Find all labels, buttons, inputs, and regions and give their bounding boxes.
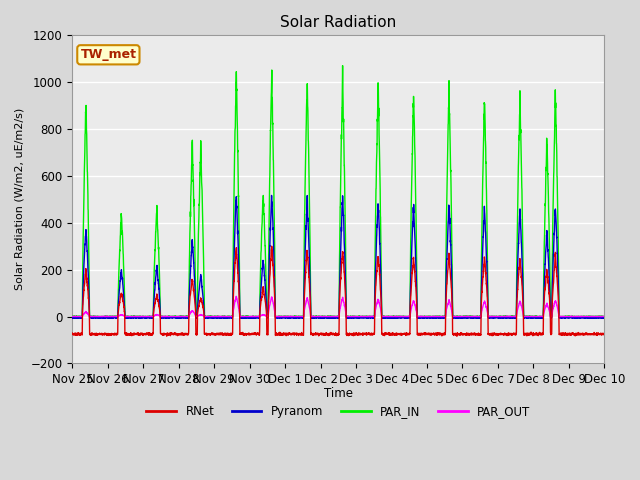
Title: Solar Radiation: Solar Radiation <box>280 15 397 30</box>
Text: TW_met: TW_met <box>81 48 136 61</box>
Legend: RNet, Pyranom, PAR_IN, PAR_OUT: RNet, Pyranom, PAR_IN, PAR_OUT <box>141 401 535 423</box>
Y-axis label: Solar Radiation (W/m2, uE/m2/s): Solar Radiation (W/m2, uE/m2/s) <box>15 108 25 290</box>
X-axis label: Time: Time <box>324 387 353 400</box>
